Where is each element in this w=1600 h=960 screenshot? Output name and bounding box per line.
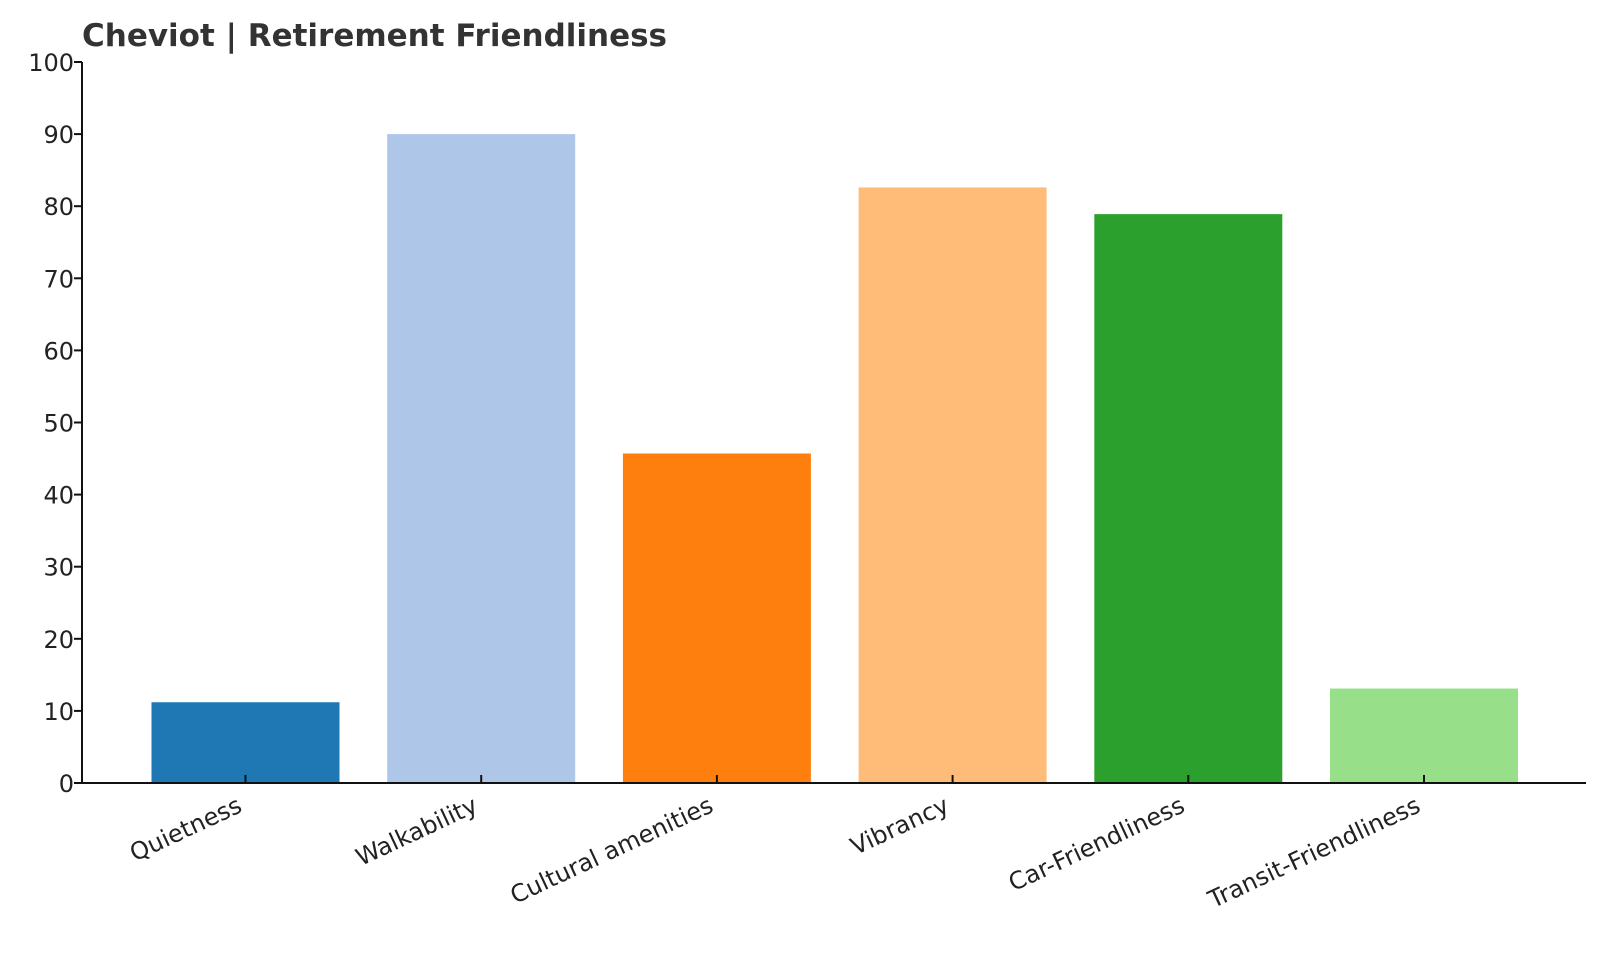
x-tick-label: Transit-Friendliness bbox=[1203, 791, 1424, 914]
x-tick-label: Vibrancy bbox=[846, 791, 953, 861]
y-tick-label: 50 bbox=[43, 410, 74, 438]
x-tick-label: Walkability bbox=[352, 791, 482, 872]
bar-quietness bbox=[151, 702, 340, 783]
bar-car-friendliness bbox=[1094, 214, 1283, 784]
y-tick-label: 80 bbox=[43, 193, 74, 221]
x-tick-label: Cultural amenities bbox=[506, 791, 717, 909]
bar-vibrancy bbox=[858, 187, 1047, 784]
bar-cultural-amenities bbox=[622, 453, 811, 783]
chart-title: Cheviot | Retirement Friendliness bbox=[82, 18, 668, 54]
y-tick-label: 10 bbox=[43, 698, 74, 726]
bar-walkability bbox=[387, 134, 576, 784]
y-tick-label: 20 bbox=[43, 626, 74, 654]
y-tick-label: 60 bbox=[43, 337, 74, 365]
y-tick-label: 40 bbox=[43, 482, 74, 510]
bar-transit-friendliness bbox=[1330, 688, 1518, 783]
y-tick-label: 70 bbox=[43, 265, 74, 293]
x-tick-label: Car-Friendliness bbox=[1004, 791, 1189, 897]
axes bbox=[81, 62, 1586, 784]
y-tick-label: 90 bbox=[43, 121, 74, 149]
x-tick-label: Quietness bbox=[126, 791, 247, 867]
y-axis-ticks: 0 10 20 30 40 50 60 70 80 90 100 bbox=[28, 49, 82, 798]
bars bbox=[151, 134, 1518, 784]
y-tick-label: 30 bbox=[43, 554, 74, 582]
y-tick-label: 0 bbox=[59, 770, 74, 798]
x-axis-ticks: Quietness Walkability Cultural amenities Vi… bbox=[126, 775, 1425, 914]
y-tick-label: 100 bbox=[28, 49, 74, 77]
